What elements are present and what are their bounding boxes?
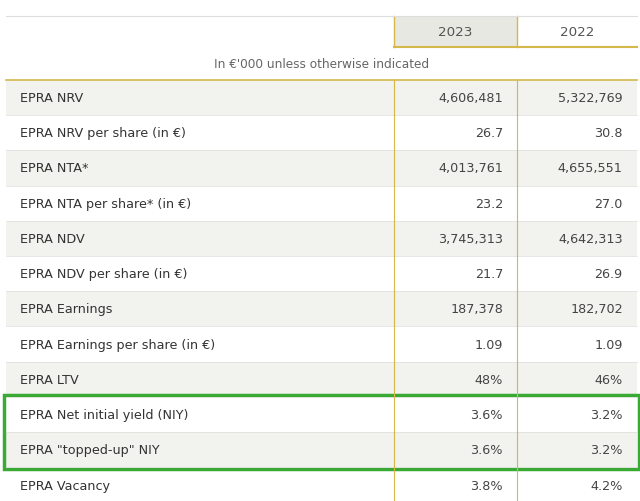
Text: EPRA LTV: EPRA LTV xyxy=(20,373,79,386)
Text: 4,655,551: 4,655,551 xyxy=(558,162,623,175)
Text: 187,378: 187,378 xyxy=(450,303,503,316)
Text: EPRA Earnings per share (in €): EPRA Earnings per share (in €) xyxy=(20,338,216,351)
Text: 2023: 2023 xyxy=(438,26,472,39)
Text: 3,745,313: 3,745,313 xyxy=(438,232,503,245)
Text: EPRA NDV per share (in €): EPRA NDV per share (in €) xyxy=(20,268,188,281)
Text: 23.2: 23.2 xyxy=(475,197,503,210)
Bar xyxy=(6,151,637,186)
Bar xyxy=(6,397,637,432)
Text: 4,642,313: 4,642,313 xyxy=(558,232,623,245)
Text: 3.2%: 3.2% xyxy=(590,443,623,456)
Bar xyxy=(6,257,637,292)
Text: 27.0: 27.0 xyxy=(595,197,623,210)
Bar xyxy=(394,18,517,48)
Text: EPRA Earnings: EPRA Earnings xyxy=(20,303,113,316)
Text: 2022: 2022 xyxy=(560,26,594,39)
Text: 26.9: 26.9 xyxy=(595,268,623,281)
Text: 1.09: 1.09 xyxy=(475,338,503,351)
Text: 30.8: 30.8 xyxy=(594,127,623,140)
Bar xyxy=(6,292,637,327)
Text: EPRA NDV: EPRA NDV xyxy=(20,232,85,245)
Text: 46%: 46% xyxy=(595,373,623,386)
Text: EPRA Net initial yield (NIY): EPRA Net initial yield (NIY) xyxy=(20,408,189,421)
Bar xyxy=(6,432,637,467)
Text: 5,322,769: 5,322,769 xyxy=(558,92,623,105)
Bar xyxy=(6,467,637,501)
Text: 3.8%: 3.8% xyxy=(470,478,503,491)
Bar xyxy=(4,396,639,469)
Text: 4.2%: 4.2% xyxy=(590,478,623,491)
Text: 182,702: 182,702 xyxy=(570,303,623,316)
Text: EPRA NRV per share (in €): EPRA NRV per share (in €) xyxy=(20,127,186,140)
Text: 48%: 48% xyxy=(475,373,503,386)
Bar xyxy=(6,221,637,257)
Text: 3.2%: 3.2% xyxy=(590,408,623,421)
Text: 4,606,481: 4,606,481 xyxy=(438,92,503,105)
Bar xyxy=(6,81,637,116)
Text: EPRA "topped-up" NIY: EPRA "topped-up" NIY xyxy=(20,443,160,456)
Text: 26.7: 26.7 xyxy=(475,127,503,140)
Text: EPRA NTA*: EPRA NTA* xyxy=(20,162,89,175)
Bar xyxy=(6,186,637,221)
Bar xyxy=(6,116,637,151)
Text: EPRA NRV: EPRA NRV xyxy=(20,92,84,105)
Text: EPRA NTA per share* (in €): EPRA NTA per share* (in €) xyxy=(20,197,191,210)
Bar xyxy=(6,362,637,397)
Text: 3.6%: 3.6% xyxy=(470,408,503,421)
Text: 3.6%: 3.6% xyxy=(470,443,503,456)
Text: 21.7: 21.7 xyxy=(475,268,503,281)
Text: EPRA Vacancy: EPRA Vacancy xyxy=(20,478,111,491)
Text: In €'000 unless otherwise indicated: In €'000 unless otherwise indicated xyxy=(214,58,429,71)
Text: 1.09: 1.09 xyxy=(595,338,623,351)
Text: 4,013,761: 4,013,761 xyxy=(438,162,503,175)
Bar xyxy=(6,327,637,362)
